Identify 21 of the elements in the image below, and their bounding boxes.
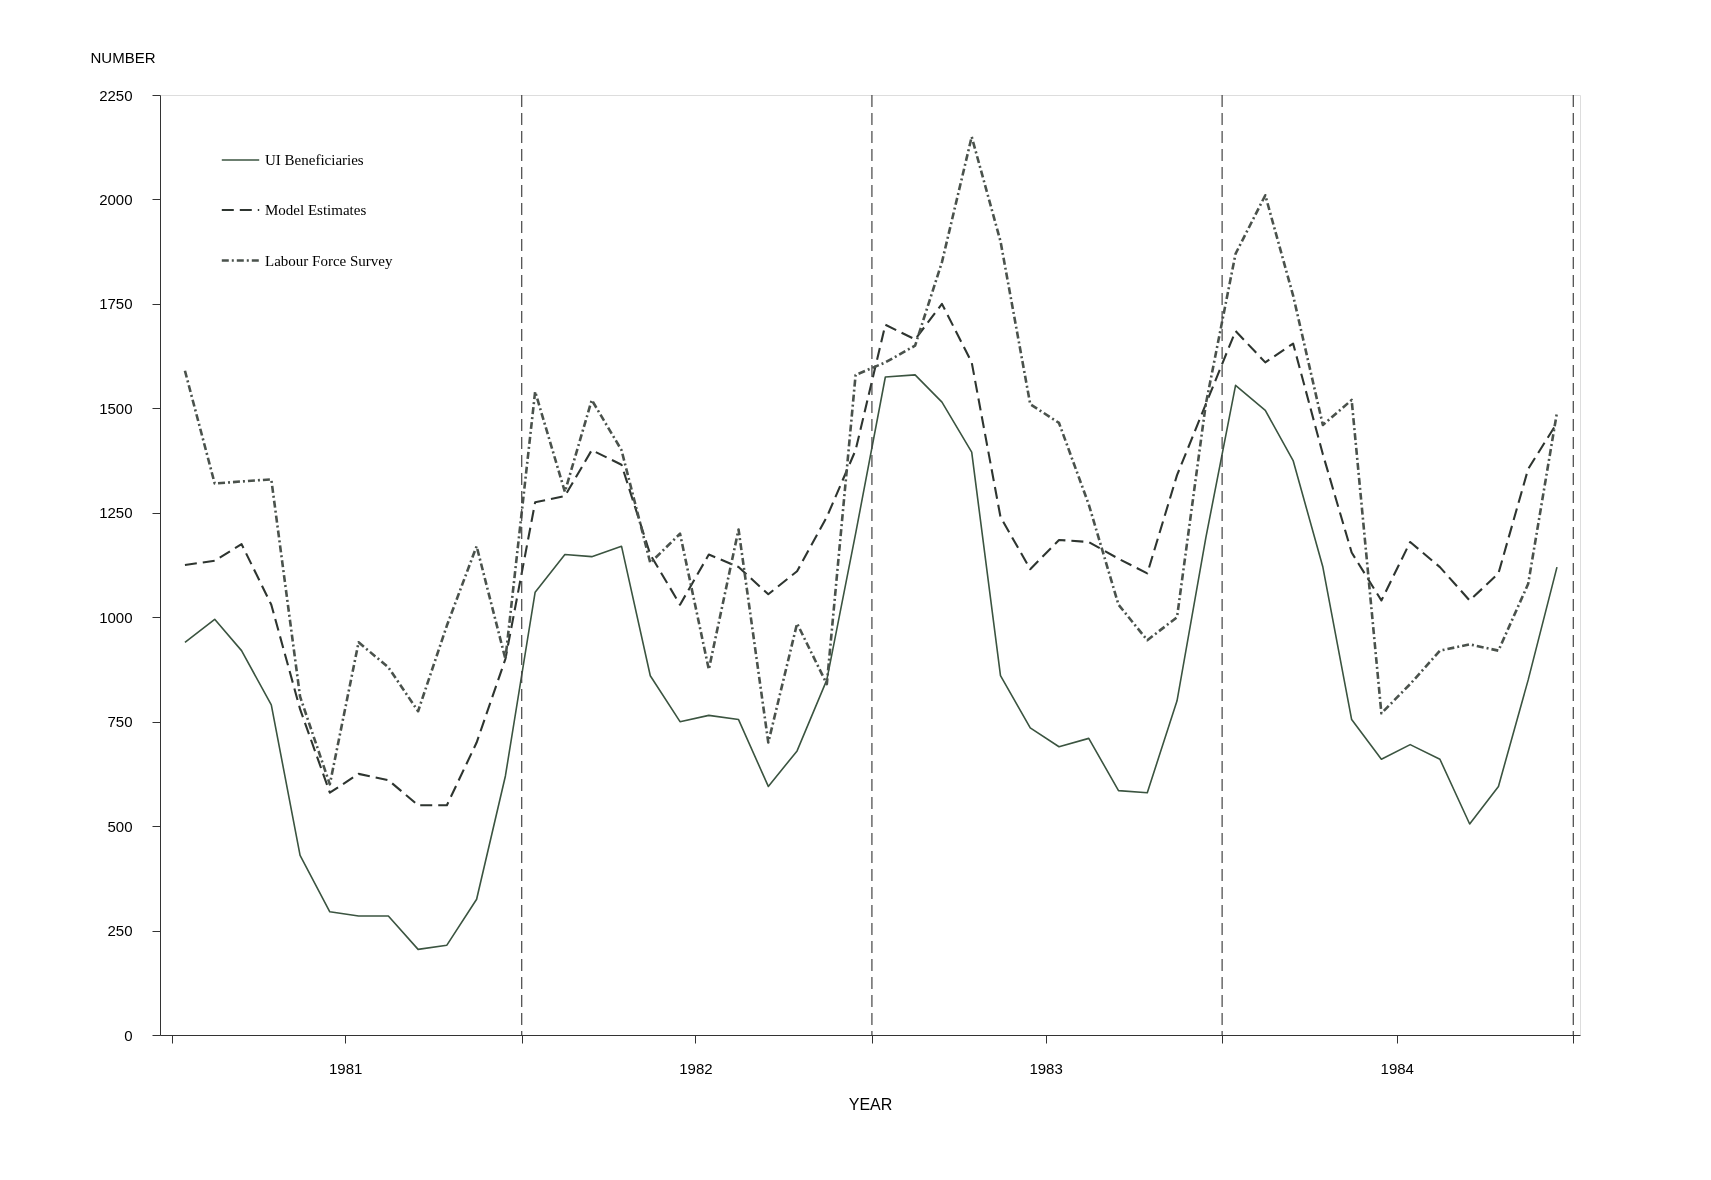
y-axis-title: NUMBER xyxy=(90,48,156,66)
y-tick-label: 750 xyxy=(107,713,133,731)
y-tick-label: 500 xyxy=(107,817,133,835)
line-series xyxy=(184,374,1558,951)
line-series xyxy=(183,135,1559,786)
x-tick-label: 1983 xyxy=(1029,1059,1063,1077)
y-tick-label: 1750 xyxy=(99,295,133,313)
y-tick-label: 1500 xyxy=(99,399,133,417)
legend-label: UI Beneficiaries xyxy=(265,152,364,168)
x-tick-label: 1982 xyxy=(679,1059,713,1077)
y-tick-label: 2000 xyxy=(99,190,133,208)
y-tick-label: 250 xyxy=(107,922,133,940)
y-tick-label: 1000 xyxy=(99,608,133,626)
y-tick-label: 0 xyxy=(124,1026,133,1044)
legend-label: Model Estimates xyxy=(265,202,367,218)
y-tick-label: 1250 xyxy=(99,504,133,522)
x-axis-title: YEAR xyxy=(848,1095,893,1113)
x-tick-label: 1984 xyxy=(1380,1059,1414,1077)
legend-label: Labour Force Survey xyxy=(265,252,393,269)
x-tick-label: 1981 xyxy=(328,1059,363,1077)
y-tick-label: 2250 xyxy=(99,86,133,104)
